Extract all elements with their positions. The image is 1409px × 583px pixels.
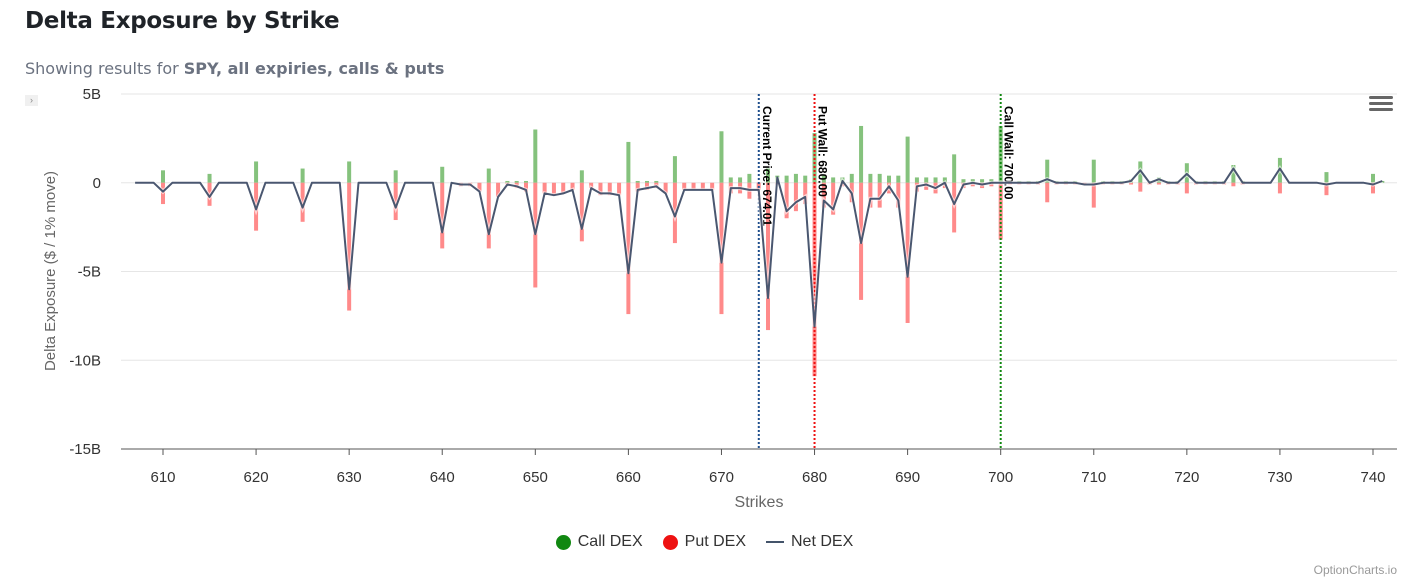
net-dex-line-icon [766, 541, 784, 543]
subtitle-prefix: Showing results for [25, 59, 184, 78]
x-tick-label: 690 [895, 469, 920, 486]
x-axis-title: Strikes [735, 494, 784, 511]
x-tick-label: 630 [337, 469, 362, 486]
x-tick-label: 670 [709, 469, 734, 486]
annotation-label: Call Wall: 700.00 [1002, 106, 1016, 200]
x-tick-label: 610 [150, 469, 175, 486]
y-tick-label: -10B [69, 352, 101, 369]
x-tick-label: 640 [430, 469, 455, 486]
x-tick-label: 720 [1174, 469, 1199, 486]
legend-item-put-dex[interactable]: Put DEX [662, 533, 746, 551]
annotation-label: Put Wall: 680.00 [816, 106, 830, 197]
subtitle-query: SPY, all expiries, calls & puts [183, 59, 445, 78]
x-tick-label: 650 [523, 469, 548, 486]
expand-chevron-icon[interactable]: › [25, 95, 38, 106]
legend-label: Net DEX [791, 533, 854, 550]
chart-subtitle: Showing results for SPY, all expiries, c… [25, 59, 444, 78]
y-tick-label: -15B [69, 441, 101, 458]
x-tick-label: 740 [1360, 469, 1385, 486]
legend-item-net-dex[interactable]: Net DEX [766, 533, 853, 551]
y-tick-label: -5B [78, 264, 101, 281]
chart-menu-hamburger-icon[interactable] [1369, 96, 1393, 116]
x-tick-label: 710 [1081, 469, 1106, 486]
chart-legend: Call DEX Put DEX Net DEX [0, 533, 1409, 551]
chart-title: Delta Exposure by Strike [25, 8, 340, 34]
call-dex-dot-icon [555, 534, 571, 550]
credit-link[interactable]: OptionCharts.io [1313, 563, 1397, 577]
x-tick-label: 700 [988, 469, 1013, 486]
y-tick-label: 5B [83, 86, 101, 103]
x-tick-label: 730 [1267, 469, 1292, 486]
legend-item-call-dex[interactable]: Call DEX [555, 533, 643, 551]
annotation-label: Current Price: 674.01 [760, 106, 774, 226]
y-axis-title: Delta Exposure ($ / 1% move) [42, 171, 59, 371]
x-tick-label: 680 [802, 469, 827, 486]
x-tick-label: 660 [616, 469, 641, 486]
put-dex-dot-icon [662, 534, 678, 550]
x-tick-label: 620 [244, 469, 269, 486]
legend-label: Put DEX [684, 533, 746, 550]
y-tick-label: 0 [93, 175, 101, 192]
legend-label: Call DEX [577, 533, 643, 550]
